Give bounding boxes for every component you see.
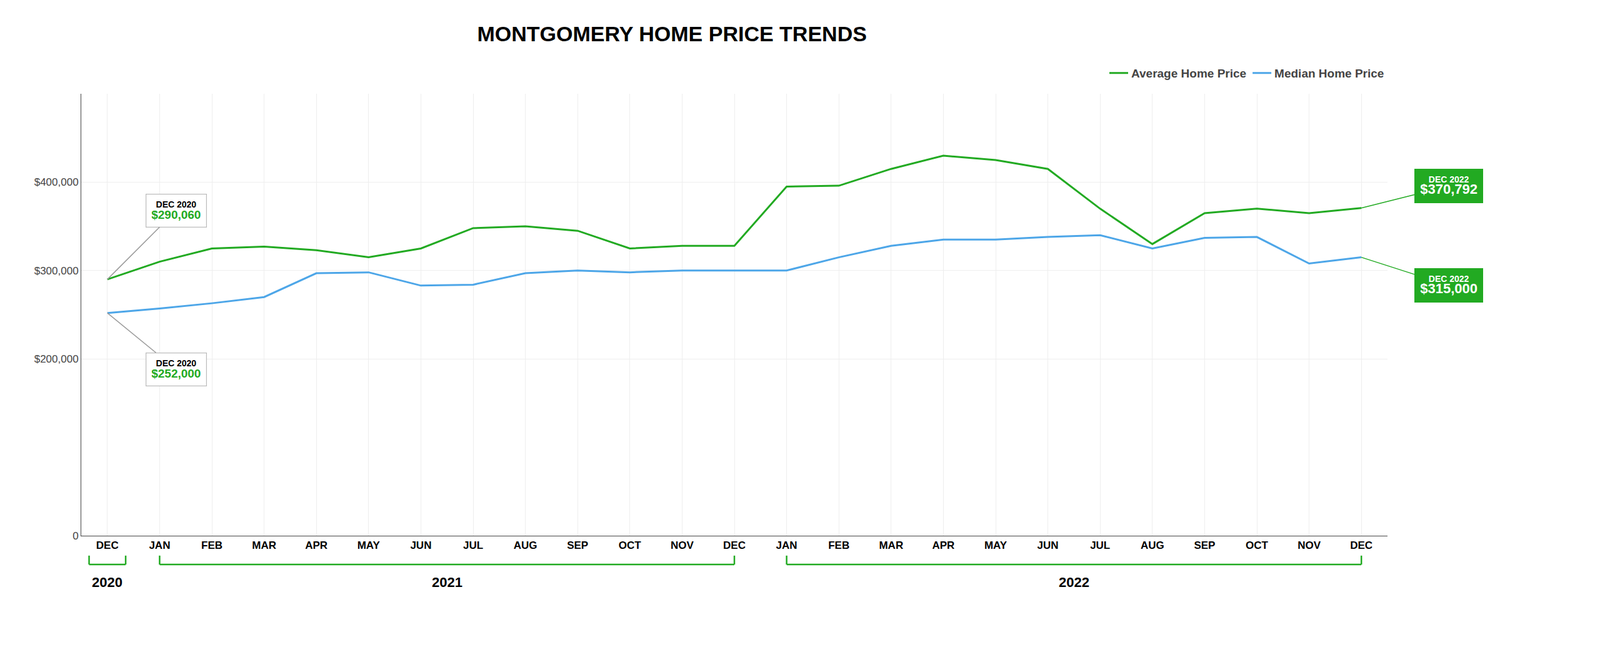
- svg-text:DEC 2022$370,792: DEC 2022$370,792: [1420, 174, 1478, 197]
- svg-text:MAY: MAY: [357, 539, 381, 552]
- svg-text:2021: 2021: [431, 574, 463, 590]
- svg-text:AUG: AUG: [1140, 539, 1165, 552]
- svg-text:OCT: OCT: [618, 539, 642, 552]
- svg-text:MONTGOMERY HOME PRICE TRENDS: MONTGOMERY HOME PRICE TRENDS: [477, 21, 867, 46]
- svg-text:NOV: NOV: [670, 539, 695, 552]
- svg-text:MAY: MAY: [984, 539, 1008, 552]
- svg-text:MAR: MAR: [878, 539, 904, 552]
- svg-text:DEC 2022$315,000: DEC 2022$315,000: [1420, 273, 1478, 297]
- svg-text:2022: 2022: [1058, 574, 1090, 590]
- svg-text:DEC 2020$290,060: DEC 2020$290,060: [151, 199, 201, 222]
- svg-text:$200,000: $200,000: [34, 353, 79, 365]
- svg-text:DEC: DEC: [723, 539, 746, 552]
- svg-text:JUN: JUN: [410, 539, 432, 552]
- svg-text:JUL: JUL: [1090, 539, 1110, 552]
- svg-text:Median Home Price: Median Home Price: [1274, 66, 1384, 80]
- svg-text:AUG: AUG: [513, 539, 538, 552]
- svg-text:FEB: FEB: [828, 539, 850, 552]
- svg-text:SEP: SEP: [1193, 539, 1215, 552]
- svg-text:JAN: JAN: [148, 539, 170, 552]
- svg-text:0: 0: [72, 530, 79, 542]
- svg-text:DEC 2020$252,000: DEC 2020$252,000: [151, 358, 201, 380]
- svg-text:$400,000: $400,000: [34, 176, 79, 189]
- svg-text:DEC: DEC: [96, 539, 119, 552]
- svg-text:OCT: OCT: [1245, 539, 1269, 552]
- svg-text:$300,000: $300,000: [34, 265, 79, 277]
- svg-text:JUN: JUN: [1037, 539, 1059, 552]
- svg-text:MAR: MAR: [251, 539, 277, 552]
- svg-text:SEP: SEP: [566, 539, 589, 552]
- svg-text:JAN: JAN: [776, 539, 798, 552]
- svg-text:JUL: JUL: [463, 539, 484, 552]
- svg-text:DEC: DEC: [1350, 539, 1373, 552]
- svg-text:APR: APR: [931, 539, 955, 552]
- svg-text:FEB: FEB: [201, 539, 223, 552]
- svg-text:2020: 2020: [91, 574, 123, 590]
- svg-text:Average Home Price: Average Home Price: [1131, 66, 1247, 80]
- svg-text:APR: APR: [305, 539, 328, 552]
- svg-text:NOV: NOV: [1297, 539, 1322, 552]
